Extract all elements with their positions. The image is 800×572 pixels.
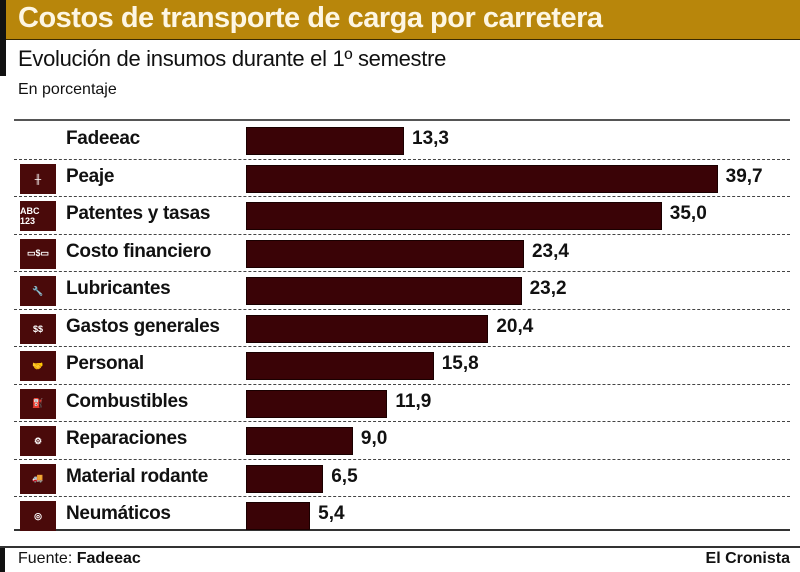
handshake-icon: 🤝 xyxy=(20,351,56,381)
value-label: 11,9 xyxy=(395,390,432,412)
category-label: Material rodante xyxy=(66,465,208,487)
category-label: Costo financiero xyxy=(66,240,212,262)
value-label: 13,3 xyxy=(412,128,449,149)
bar-row: Fadeeac 13,3 xyxy=(14,122,790,160)
row-divider xyxy=(14,458,790,460)
bar-row: 🤝 Personal 15,8 xyxy=(14,347,790,385)
category-label: Neumáticos xyxy=(66,503,171,524)
wrench-icon: 🔧 xyxy=(20,276,56,306)
category-label: Peaje xyxy=(66,165,115,187)
bar-row: ▭$▭ Costo financiero 23,4 xyxy=(14,235,790,272)
bar-row: ⛽ Combustibles 11,9 xyxy=(14,385,790,422)
money-stack-icon: $$ xyxy=(20,313,56,344)
category-label: Fadeeac xyxy=(66,128,140,149)
bar xyxy=(246,277,522,305)
tire-icon: ◎ xyxy=(20,501,56,531)
value-label: 20,4 xyxy=(496,315,534,337)
truck-icon: 🚚 xyxy=(20,463,56,494)
row-divider xyxy=(14,308,790,310)
value-label: 6,5 xyxy=(331,465,358,487)
value-label: 39,7 xyxy=(725,165,763,187)
bar xyxy=(246,164,718,193)
bar xyxy=(246,389,388,418)
category-label: Combustibles xyxy=(66,390,189,412)
value-label: 23,2 xyxy=(529,278,567,299)
fuel-pump-icon: ⛽ xyxy=(20,388,56,419)
chart-bottom-rule xyxy=(14,529,790,531)
category-label: Personal xyxy=(66,353,144,374)
bar-row: ◎ Neumáticos 5,4 xyxy=(14,497,790,535)
row-divider xyxy=(14,158,790,160)
bar-row: ⚙ Reparaciones 9,0 xyxy=(14,422,790,460)
row-divider xyxy=(14,196,790,197)
value-label: 35,0 xyxy=(669,203,707,224)
title-bar: Costos de transporte de carga por carret… xyxy=(0,0,800,75)
subtitle-accent xyxy=(0,40,6,76)
bar xyxy=(246,464,324,493)
highway-icon: ╫ xyxy=(20,163,56,194)
bar xyxy=(246,314,489,343)
value-label: 15,8 xyxy=(441,353,479,374)
row-divider xyxy=(14,271,790,272)
title-accent xyxy=(0,0,6,75)
bar-chart: Fadeeac 13,3 ╫ Peaje 39,7 ABC 123 Patentes y t… xyxy=(14,119,790,531)
bar-row: ╫ Peaje 39,7 xyxy=(14,160,790,197)
money-bill-icon: ▭$▭ xyxy=(20,238,56,269)
bar xyxy=(246,202,662,230)
brand-logo: El Cronista xyxy=(705,550,790,567)
source-name: Fadeeac xyxy=(76,550,141,567)
bar-row: 🚚 Material rodante 6,5 xyxy=(14,460,790,497)
bar xyxy=(246,502,311,530)
bar xyxy=(246,127,404,155)
value-label: 9,0 xyxy=(360,428,388,449)
bar xyxy=(246,427,353,455)
row-divider xyxy=(14,421,790,422)
category-label: Gastos generales xyxy=(66,315,220,337)
gears-icon: ⚙ xyxy=(20,426,56,456)
category-label: Patentes y tasas xyxy=(66,203,211,224)
value-label: 23,4 xyxy=(531,240,569,262)
bar-row: $$ Gastos generales 20,4 xyxy=(14,310,790,347)
bar-row: 🔧 Lubricantes 23,2 xyxy=(14,272,790,310)
source-note: Fuente: Fadeeac xyxy=(18,550,141,568)
row-divider xyxy=(14,346,790,347)
source-label: Fuente: xyxy=(18,550,73,567)
footer-accent xyxy=(0,548,5,572)
row-divider xyxy=(14,383,790,385)
bar xyxy=(246,239,524,268)
chart-title: Costos de transporte de carga por carret… xyxy=(18,2,603,34)
chart-top-rule xyxy=(14,119,790,121)
row-divider xyxy=(14,233,790,235)
bar-row: ABC 123 Patentes y tasas 35,0 xyxy=(14,197,790,235)
bar xyxy=(246,352,434,380)
category-label: Reparaciones xyxy=(66,428,188,449)
chart-subtitle: Evolución de insumos durante el 1º semes… xyxy=(18,46,447,71)
category-label: Lubricantes xyxy=(66,278,171,299)
row-divider xyxy=(14,496,790,497)
value-label: 5,4 xyxy=(318,503,345,524)
unit-label: En porcentaje xyxy=(18,81,117,98)
license-plate-icon: ABC 123 xyxy=(20,201,56,231)
footer-rule xyxy=(0,546,800,548)
